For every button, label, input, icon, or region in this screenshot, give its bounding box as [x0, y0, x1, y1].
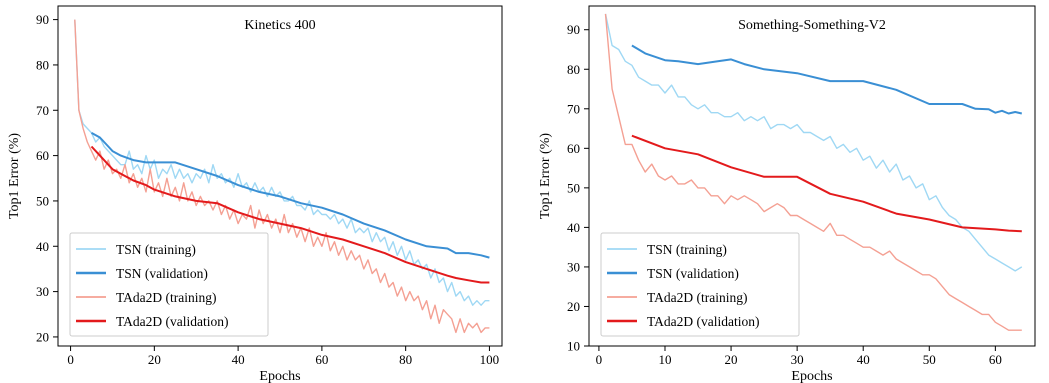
legend-label-tsn-training: TSN (training) — [116, 242, 196, 257]
plot-frame — [588, 5, 1036, 347]
y-tick-label: 50 — [567, 180, 580, 195]
legend-label-tada2d-validation: TAda2D (validation) — [116, 314, 229, 329]
y-axis-label: Top1 Error (%) — [7, 133, 22, 219]
kinetics-panel: Kinetics 400 Epochs Top1 Error (%) 0 20 40… — [7, 5, 503, 383]
y-tick-label: 40 — [36, 239, 49, 254]
x-tick-label: 80 — [399, 352, 412, 367]
chart-title: Something-Something-V2 — [738, 18, 886, 33]
chart-title: Kinetics 400 — [244, 18, 315, 33]
y-tick-label: 50 — [36, 193, 49, 208]
series-line-tsn-training — [604, 13, 1023, 272]
legend-label-tsn-validation: TSN (validation) — [647, 266, 739, 281]
series-line-tada2d-validation — [90, 145, 490, 284]
series-line-tada2d-validation — [631, 134, 1022, 233]
legend-label-tada2d-training: TAda2D (training) — [116, 290, 217, 305]
series-line-tada2d-training — [604, 13, 1022, 331]
y-tick-label: 20 — [567, 299, 580, 314]
y-axis-label: Top1 Error (%) — [538, 133, 553, 219]
y-tick-label: 70 — [36, 103, 49, 118]
y-tick-label: 30 — [36, 284, 49, 299]
x-tick-label: 40 — [857, 352, 870, 367]
legend: TSN (training) TSN (validation) TAda2D (tr… — [69, 232, 269, 337]
x-tick-label: 50 — [923, 352, 936, 367]
legend-label-tsn-validation: TSN (validation) — [116, 266, 208, 281]
plot-lines — [604, 13, 1023, 331]
legend: TSN (training) TSN (validation) TAda2D (tr… — [600, 232, 800, 337]
x-tick-label: 20 — [725, 352, 738, 367]
y-tick-label: 60 — [36, 148, 49, 163]
x-tick-label: 0 — [596, 352, 603, 367]
legend-box — [600, 232, 800, 337]
y-tick-label: 60 — [567, 141, 580, 156]
legend-label-tada2d-validation: TAda2D (validation) — [647, 314, 760, 329]
x-tick-label: 60 — [315, 352, 328, 367]
y-tick-label: 10 — [567, 339, 580, 354]
axis-ticks: 0 20 40 60 80 100 20 30 40 50 60 70 80 90 — [36, 12, 499, 367]
y-tick-label: 40 — [567, 220, 580, 235]
ssv2-panel: Something-Something-V2 Epochs Top1 Error… — [538, 5, 1036, 383]
y-tick-label: 30 — [567, 259, 580, 274]
series-line-tsn-validation — [91, 132, 490, 259]
y-tick-label: 90 — [36, 12, 49, 27]
x-axis-label: Epochs — [259, 369, 300, 383]
y-tick-label: 70 — [567, 101, 580, 116]
legend-box — [69, 232, 269, 337]
axis-ticks: 0 10 20 30 40 50 60 10 20 30 40 50 60 70 80 90 — [567, 22, 1002, 367]
axes-spine — [57, 5, 503, 347]
axes-spine — [588, 5, 1036, 347]
x-tick-label: 0 — [67, 352, 74, 367]
y-tick-label: 80 — [567, 62, 580, 77]
plot-frame — [57, 5, 503, 347]
y-tick-label: 90 — [567, 22, 580, 37]
x-tick-label: 20 — [148, 352, 161, 367]
x-tick-label: 10 — [658, 352, 671, 367]
x-tick-label: 100 — [480, 352, 500, 367]
legend-label-tada2d-training: TAda2D (training) — [647, 290, 748, 305]
x-tick-label: 60 — [989, 352, 1002, 367]
y-tick-label: 80 — [36, 57, 49, 72]
x-tick-label: 30 — [791, 352, 804, 367]
series-line-tsn-validation — [631, 44, 1023, 115]
plot-lines — [74, 19, 490, 334]
legend-label-tsn-training: TSN (training) — [647, 242, 727, 257]
x-tick-label: 40 — [232, 352, 245, 367]
x-axis-label: Epochs — [791, 369, 832, 383]
y-tick-label: 20 — [36, 329, 49, 344]
